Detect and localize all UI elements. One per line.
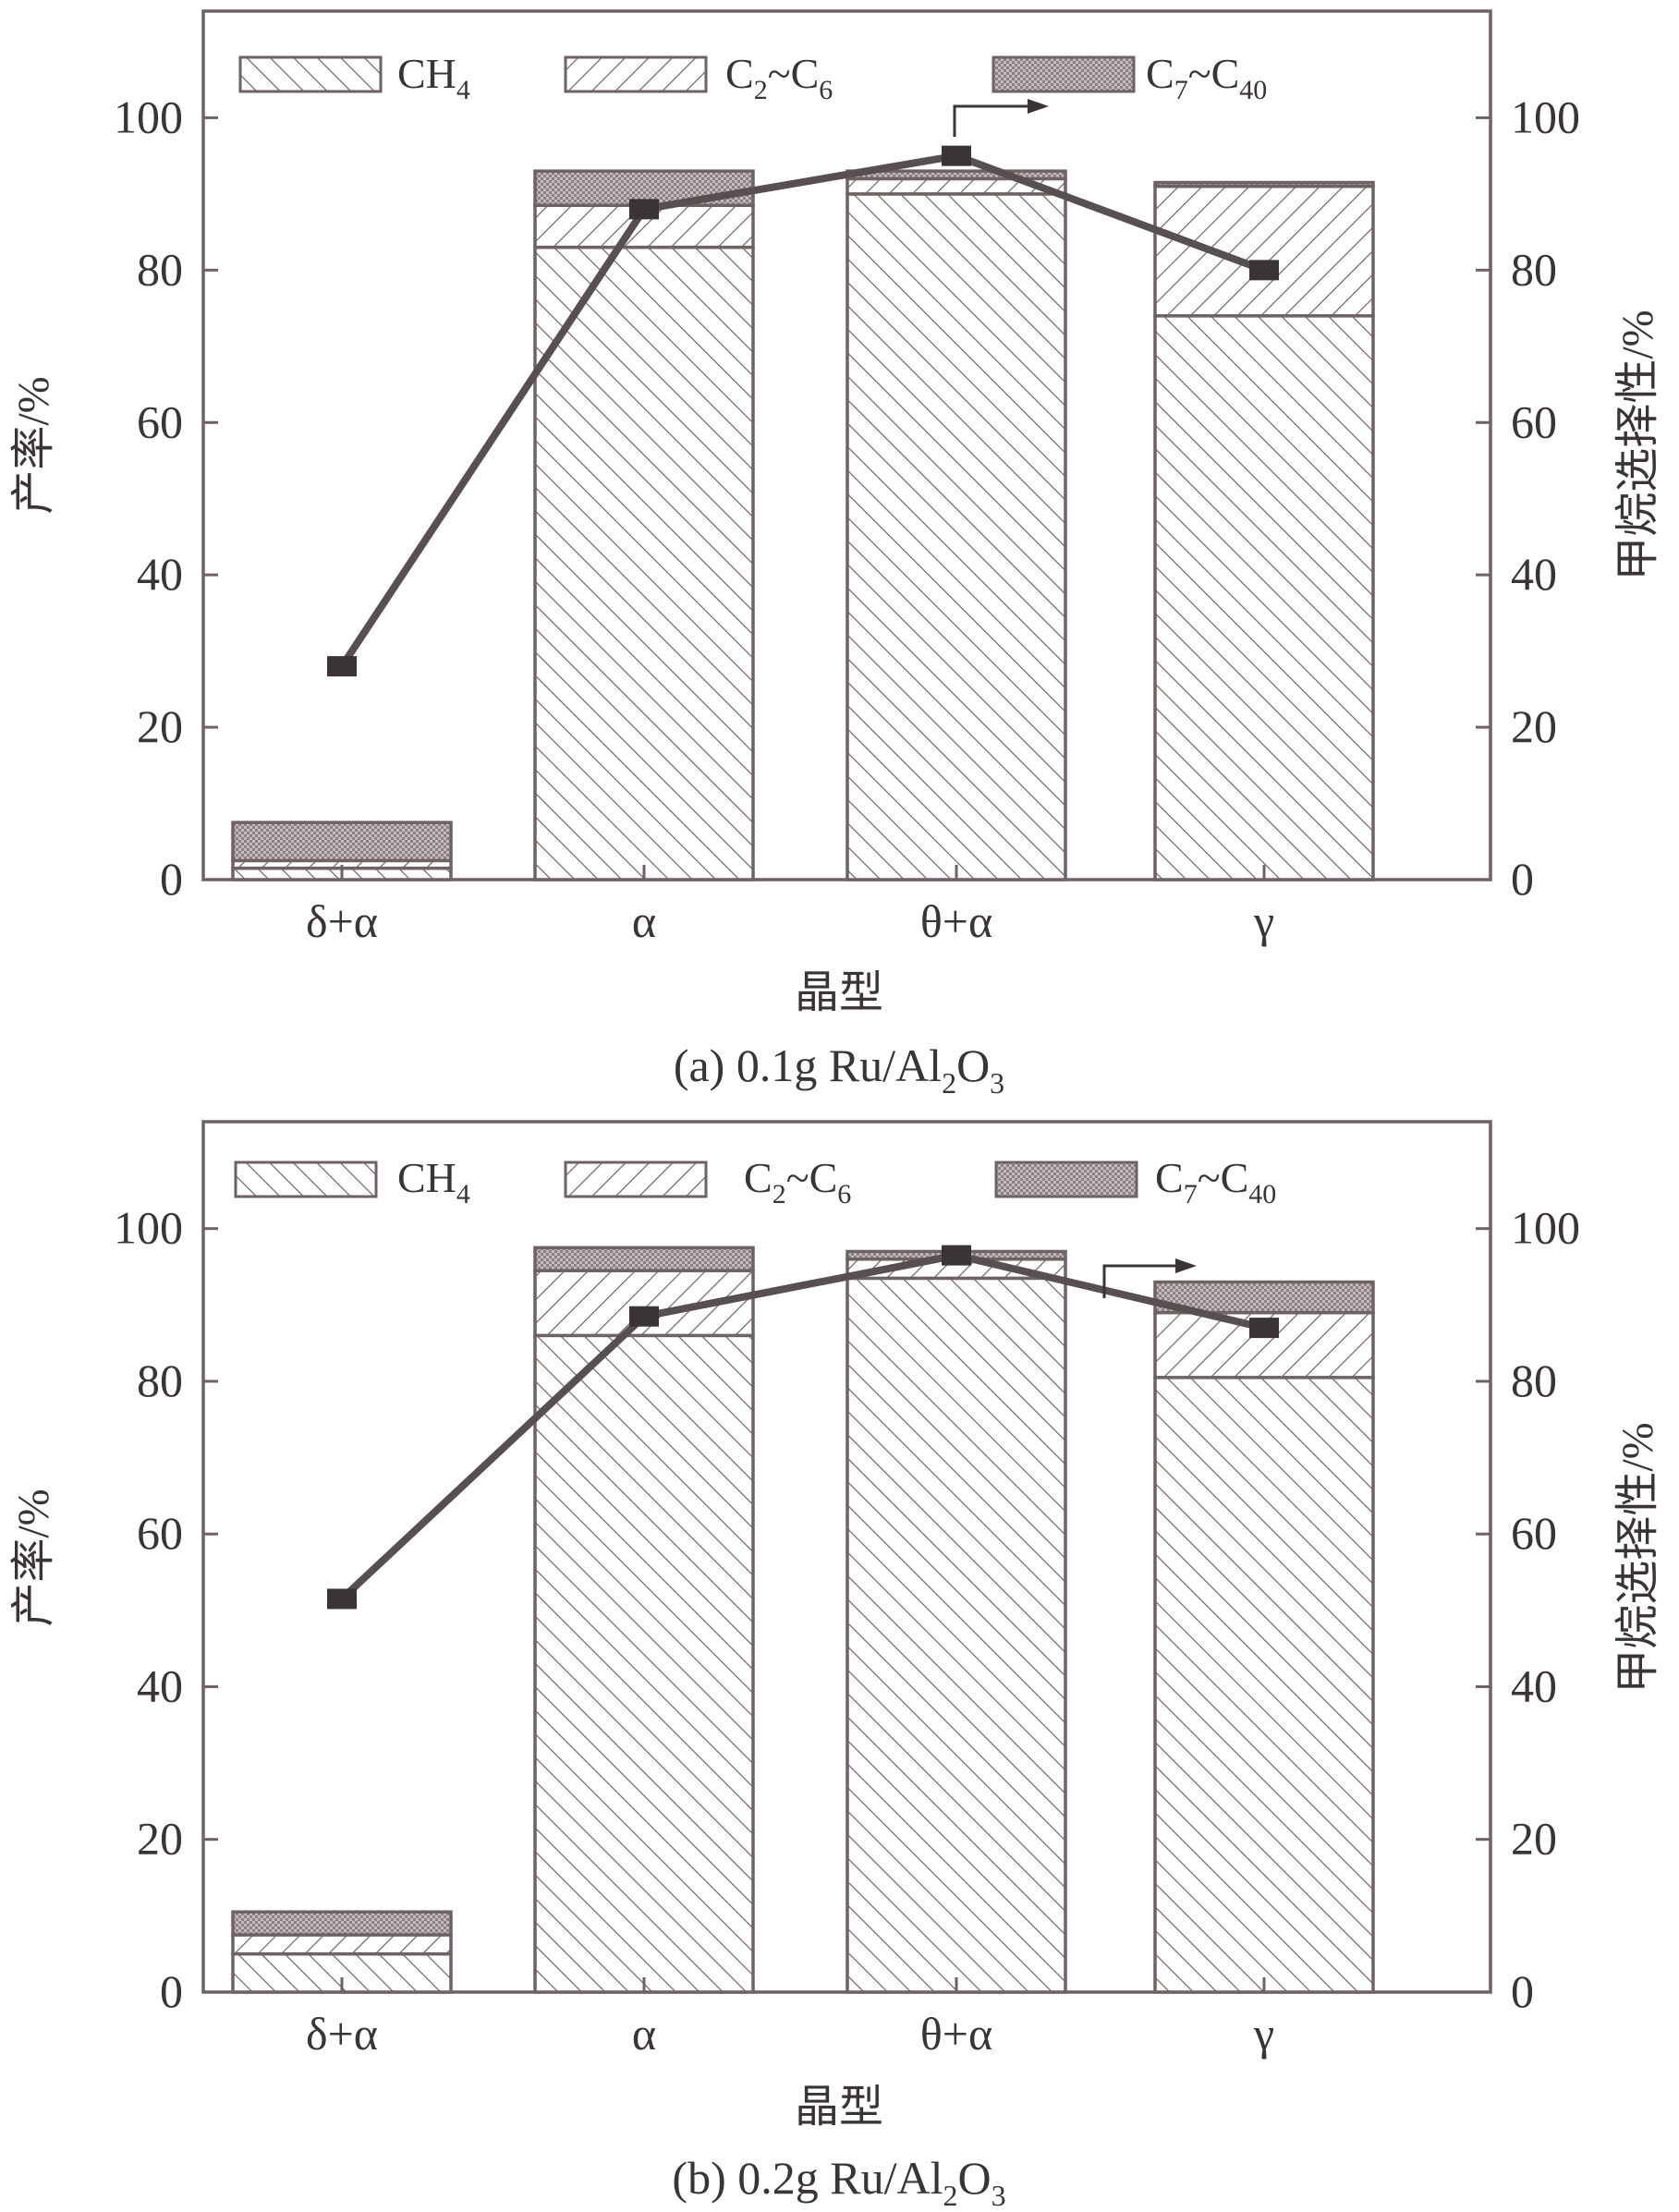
legend-label-c7c40: C7~C40 xyxy=(1155,1154,1276,1209)
legend-swatch-c2c6 xyxy=(564,1161,708,1198)
y-axis-label-left: 产率/% xyxy=(9,376,58,514)
axis-ticks: 0 0 20 20 40 40 60 60 80 80 100 100 δ+α α θ+α γ xyxy=(114,91,1580,947)
x-tick-label: θ+α xyxy=(920,895,992,947)
x-axis-label: 晶型 xyxy=(795,2083,883,2132)
bar-segment-c2-c6-0 xyxy=(231,1933,453,1956)
x-tick-label: γ xyxy=(1253,895,1274,947)
selectivity-line xyxy=(338,152,1266,669)
selectivity-marker-0 xyxy=(327,656,357,677)
legend-swatch-ch4 xyxy=(238,55,383,93)
y-axis-label-left: 产率/% xyxy=(9,1489,58,1626)
bar-segment-c7-c40-1 xyxy=(533,1246,755,1272)
right-axis-arrow xyxy=(1102,1258,1197,1298)
selectivity-marker-2 xyxy=(942,1245,971,1266)
selectivity-marker-1 xyxy=(629,1306,659,1327)
bar-segment-ch4-2 xyxy=(846,192,1067,881)
bar-group xyxy=(231,1246,1375,1994)
legend-label-c2c6: C2~C6 xyxy=(725,50,833,105)
selectivity-marker-0 xyxy=(327,1588,357,1610)
y-tick-label-left: 60 xyxy=(137,1507,183,1559)
right-axis-arrow xyxy=(953,99,1049,137)
legend-label-ch4: CH4 xyxy=(397,1154,470,1209)
legend-label-c7c40: C7~C40 xyxy=(1146,50,1267,105)
selectivity-line-series xyxy=(327,1245,1279,1610)
x-tick-label: δ+α xyxy=(306,2008,378,2060)
legend-swatch-c7c40 xyxy=(994,1161,1138,1198)
y-tick-label-right: 80 xyxy=(1511,1355,1557,1406)
bar-segment-c7-c40-3 xyxy=(1153,180,1375,188)
chart-panel-b: 0 0 20 20 40 40 60 60 80 80 100 100 δ+α α θ+α γ CH4 C2~… xyxy=(9,1120,1662,2212)
y-tick-label-right: 60 xyxy=(1511,1507,1557,1559)
selectivity-line-series xyxy=(327,145,1279,677)
legend-label-c2c6: C2~C6 xyxy=(744,1154,851,1209)
x-tick-label: δ+α xyxy=(306,895,378,947)
y-tick-label-right: 100 xyxy=(1511,91,1580,142)
y-tick-label-left: 40 xyxy=(137,548,183,600)
bar-segment-ch4-3 xyxy=(1153,1376,1375,1994)
y-tick-label-right: 60 xyxy=(1511,395,1557,447)
x-tick-label: α xyxy=(632,895,656,947)
bar-segment-ch4-1 xyxy=(533,1333,755,1994)
y-tick-label-right: 100 xyxy=(1511,1202,1580,1254)
chart-panel-a: 0 0 20 20 40 40 60 60 80 80 100 100 δ+α α θ+α γ CH4 C2~… xyxy=(9,9,1662,1100)
x-tick-label: α xyxy=(632,2008,656,2060)
bar-segment-c7-c40-0 xyxy=(231,820,453,863)
y-tick-label-right: 20 xyxy=(1511,700,1557,752)
y-tick-label-left: 80 xyxy=(137,1355,183,1406)
panel-caption: (b) 0.2g Ru/Al2O3 xyxy=(672,2152,1005,2212)
y-tick-label-left: 20 xyxy=(137,1813,183,1865)
bar-segment-c7-c40-0 xyxy=(231,1910,453,1937)
legend: CH4 C2~C6 C7~C40 xyxy=(238,50,1267,105)
legend-swatch-ch4 xyxy=(234,1161,378,1198)
y-tick-label-right: 0 xyxy=(1511,853,1534,905)
y-tick-label-right: 40 xyxy=(1511,1659,1557,1711)
bar-group xyxy=(231,169,1375,881)
y-tick-label-left: 100 xyxy=(114,91,183,142)
bar-segment-ch4-1 xyxy=(533,245,755,881)
y-tick-label-left: 0 xyxy=(160,1965,183,2017)
selectivity-line xyxy=(339,1251,1265,1602)
selectivity-marker-3 xyxy=(1249,1318,1279,1339)
bar-segment-ch4-3 xyxy=(1153,314,1375,881)
legend: CH4 C2~C6 C7~C40 xyxy=(234,1154,1276,1209)
y-axis-label-right: 甲烷选择性/% xyxy=(1613,1422,1662,1693)
panel-caption: (a) 0.1g Ru/Al2O3 xyxy=(674,1039,1004,1100)
selectivity-marker-3 xyxy=(1249,260,1279,281)
legend-swatch-c2c6 xyxy=(564,55,708,93)
bar-segment-c7-c40-3 xyxy=(1153,1280,1375,1315)
y-tick-label-right: 0 xyxy=(1511,1965,1534,2017)
y-tick-label-left: 80 xyxy=(137,243,183,295)
selectivity-marker-1 xyxy=(629,199,659,220)
y-tick-label-right: 20 xyxy=(1511,1813,1557,1865)
x-tick-label: θ+α xyxy=(920,2008,992,2060)
axis-ticks: 0 0 20 20 40 40 60 60 80 80 100 100 δ+α α θ+α γ xyxy=(114,1202,1580,2060)
x-axis-label: 晶型 xyxy=(795,968,883,1017)
bar-segment-c2-c6-3 xyxy=(1153,184,1375,318)
y-tick-label-right: 80 xyxy=(1511,243,1557,295)
x-tick-label: γ xyxy=(1253,2008,1274,2060)
legend-swatch-c7c40 xyxy=(992,55,1136,93)
y-tick-label-right: 40 xyxy=(1511,548,1557,600)
y-tick-label-left: 20 xyxy=(137,700,183,752)
y-tick-label-left: 40 xyxy=(137,1659,183,1711)
y-tick-label-left: 100 xyxy=(114,1202,183,1254)
legend-label-ch4: CH4 xyxy=(397,50,470,105)
selectivity-marker-2 xyxy=(942,145,971,166)
y-axis-label-right: 甲烷选择性/% xyxy=(1613,310,1662,580)
y-tick-label-left: 0 xyxy=(160,853,183,905)
bar-segment-ch4-2 xyxy=(846,1276,1067,1994)
y-tick-label-left: 60 xyxy=(137,395,183,447)
